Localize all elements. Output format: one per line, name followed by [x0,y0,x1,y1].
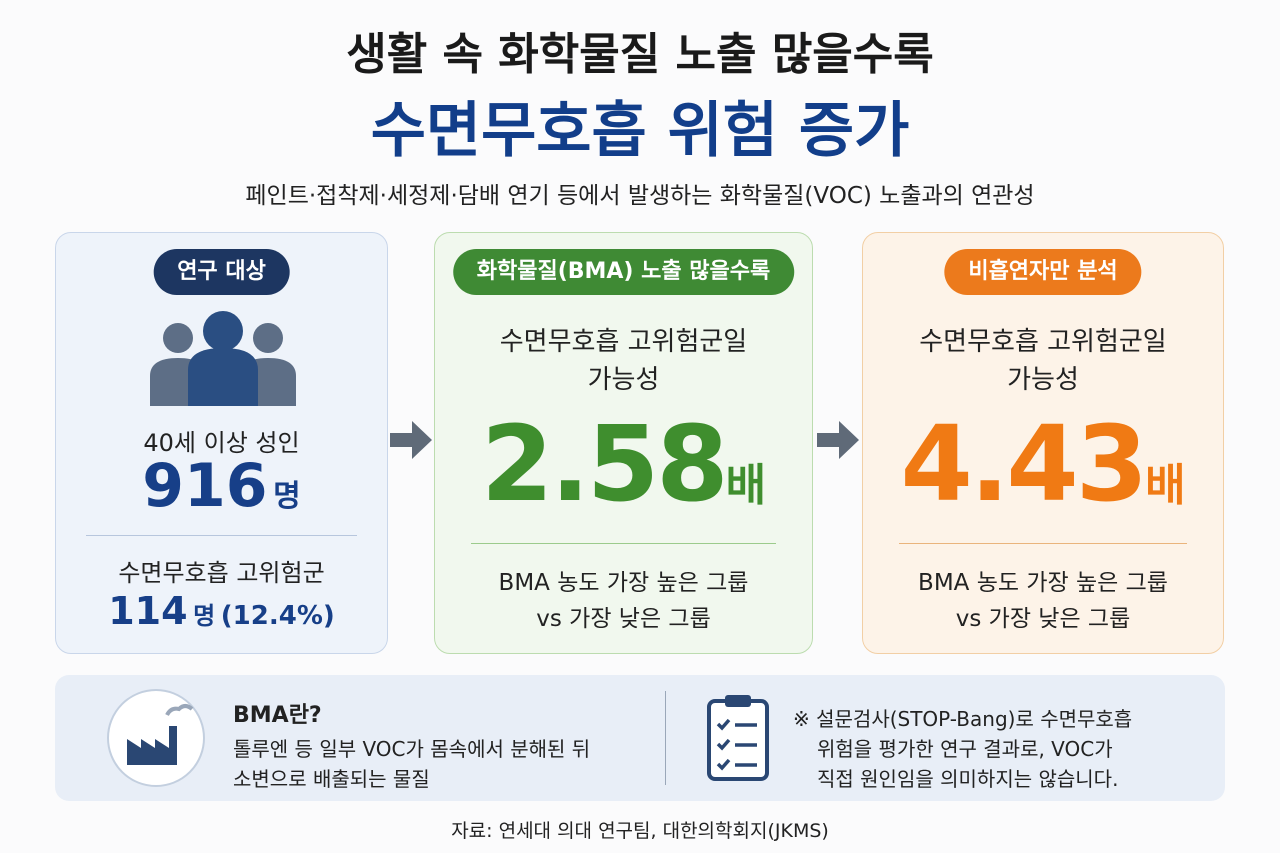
title-line2: 수면무호흡 위험 증가 [370,96,910,166]
subtitle: 페인트·접착제·세정제·담배 연기 등에서 발생하는 화학물질(VOC) 노출과… [245,183,1035,209]
note1: BMA 농도 가장 높은 그룹 [498,570,749,596]
ratio-row: 2.58배 [435,403,812,525]
note2: vs 가장 낮은 그룹 [536,606,711,632]
card-study: 연구 대상 40세 이상 성인 916 명 수면무호흡 고위험군 114 명 (… [55,232,388,654]
info-box: BMA란? 톨루엔 등 일부 VOC가 몸속에서 분해된 뒤 소변으로 배출되는… [55,675,1225,801]
ratio: 2.58 [480,403,729,525]
note1: BMA 농도 가장 높은 그룹 [918,570,1168,596]
note2: vs 가장 낮은 그룹 [955,606,1131,632]
sub-count: 114 [108,589,188,633]
badge: 연구 대상 [153,249,290,295]
title-line1: 생활 속 화학물질 노출 많을수록 [346,29,934,80]
factory-icon [107,689,205,787]
sub-label: 수면무호흡 고위험군 [118,559,325,587]
divider [899,543,1187,544]
divider [665,691,666,785]
info-note: 위험을 평가한 연구 결과로, VOC가 [817,737,1113,761]
line1: 수면무호흡 고위험군일 [919,327,1167,357]
badge: 화학물질(BMA) 노출 많을수록 [452,249,795,295]
unit: 배 [725,460,767,511]
info-heading: BMA란? [233,703,322,728]
line1: 수면무호흡 고위험군일 [499,327,748,357]
arrow [390,421,432,459]
unit: 배 [1145,460,1186,511]
card-nonsmoker: 비흡연자만 분석 수면무호흡 고위험군일 가능성 4.43배 BMA 농도 가장… [862,232,1224,654]
line2: 가능성 [1007,365,1079,395]
source: 자료: 연세대 의대 연구팀, 대한의학회지(JKMS) [451,820,829,842]
unit: 명 [193,602,216,630]
count: 916 [142,451,268,521]
info-desc: 톨루엔 등 일부 VOC가 몸속에서 분해된 뒤 [233,737,591,761]
ratio-row: 4.43배 [863,403,1223,525]
badge: 비흡연자만 분석 [944,249,1142,295]
percent: (12.4%) [220,601,335,631]
label: 40세 이상 성인 [143,429,300,457]
count-row: 916 명 [56,451,387,521]
card-bma: 화학물질(BMA) 노출 많을수록 수면무호흡 고위험군일 가능성 2.58배 … [434,232,813,654]
checklist-icon [707,695,769,781]
arrow [817,421,859,459]
divider [86,535,357,536]
divider [471,543,776,544]
line2: 가능성 [587,365,660,395]
info-note: 직접 원인임을 의미하지는 않습니다. [817,767,1119,791]
people-icon [150,311,296,406]
unit: 명 [273,479,301,514]
ratio: 4.43 [900,403,1148,525]
info-desc: 소변으로 배출되는 물질 [233,767,430,791]
sub-count-row: 114 명 (12.4%) [56,589,387,633]
info-note: ※ 설문검사(STOP-Bang)로 수면무호흡 [793,707,1133,731]
